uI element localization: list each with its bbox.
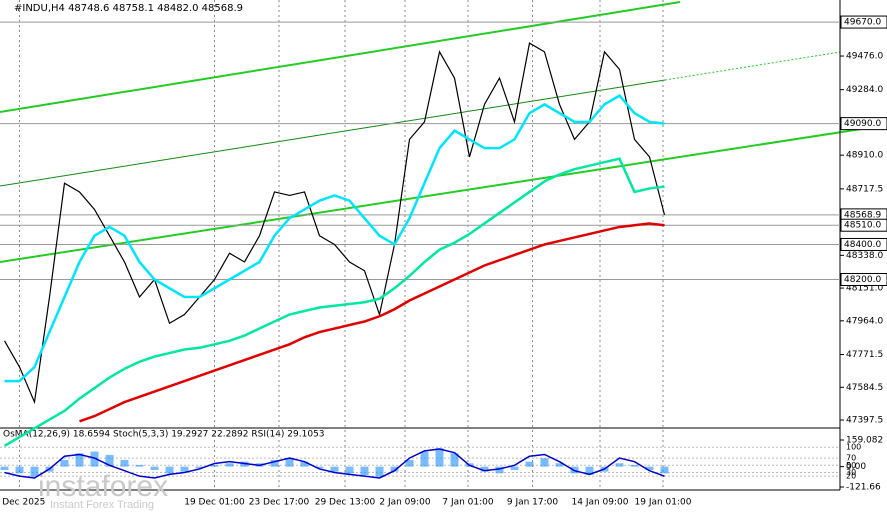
level-label: 48400.0 [844, 240, 881, 250]
x-tick-label: 29 Dec 13:00 [315, 498, 376, 508]
x-tick-label: 9 Jan 17:00 [507, 498, 559, 508]
y-tick-label: 48910.0 [846, 151, 883, 161]
osma-bar [660, 466, 669, 474]
x-tick-label: 9 Dec 2025 [0, 498, 45, 508]
osma-bar [30, 466, 39, 477]
osma-bar [345, 466, 354, 474]
osma-bar [270, 459, 279, 467]
x-tick-label: 19 Dec 01:00 [184, 498, 245, 508]
level-box [840, 218, 887, 232]
osma-bar [525, 461, 534, 467]
osma-bar [300, 461, 309, 467]
y-tick-label: 49284.0 [846, 85, 883, 95]
level-label: 49090.0 [844, 119, 881, 129]
y-tick-label: 48151.0 [846, 284, 883, 294]
osma-bar [450, 453, 459, 467]
y2-tick-label: 70 [846, 454, 856, 463]
osma-bar [390, 466, 399, 472]
y-tick-label: 47397.5 [846, 416, 883, 426]
osma-bar [195, 466, 204, 469]
series-line [79, 222, 665, 423]
x-tick-label: 7 Jan 01:00 [442, 498, 494, 508]
osma-bar [435, 448, 444, 467]
stoch-line [4, 448, 665, 479]
level-label: 48200.0 [844, 275, 881, 285]
osma-bar [75, 453, 84, 467]
x-tick-label: 2 Jan 09:00 [379, 498, 431, 508]
level-box [840, 117, 887, 131]
y-tick-label: 47584.5 [846, 383, 883, 393]
level-label: 48568.9 [844, 210, 881, 220]
y-tick-label: 48717.5 [846, 184, 883, 194]
series-line [3, 157, 665, 447]
y-tick-label: 49476.0 [846, 52, 883, 62]
osma-bar [615, 463, 624, 467]
osma-bar [495, 466, 504, 474]
osma-bar [180, 466, 189, 472]
y-tick-label: 47964.0 [846, 316, 883, 326]
series-line [4, 94, 665, 383]
y2-tick-label: 100 [846, 443, 861, 452]
osma-bar [375, 466, 384, 477]
x-tick-label: 23 Dec 17:00 [249, 498, 310, 508]
osma-bar [120, 459, 129, 467]
osma-bar [360, 466, 369, 476]
osma-bar [60, 459, 69, 467]
channel-line [0, 1, 681, 113]
channel-line [0, 79, 666, 187]
osma-bar [0, 466, 9, 470]
watermark: instaforex [38, 470, 168, 503]
level-box [840, 237, 887, 251]
osma-bar [225, 463, 234, 467]
level-box [840, 272, 887, 286]
y-tick-label: 0.00 [846, 462, 866, 472]
y2-tick-label: 20 [846, 472, 856, 481]
indicator-title: OsMA(12,26,9) 18.6594 Stoch(5,3,3) 19.29… [3, 430, 325, 440]
y-tick-label: -121.66 [846, 483, 881, 493]
series-line [3, 42, 666, 405]
chart-title: #INDU,H4 48748.6 48758.1 48482.0 48568.9 [14, 3, 243, 14]
osma-bar [90, 451, 99, 467]
osma-bar [405, 459, 414, 467]
osma-bar [15, 466, 24, 474]
osma-bar [165, 466, 174, 474]
y-tick-label: 159.082 [846, 436, 883, 446]
osma-bar [315, 466, 324, 469]
osma-bar [585, 466, 594, 476]
x-tick-label: 14 Jan 09:00 [572, 498, 629, 508]
channel-line [0, 124, 887, 263]
x-tick-label: 19 Jan 01:00 [635, 498, 692, 508]
level-box [840, 15, 887, 29]
osma-bar [210, 464, 219, 467]
level-label: 48510.0 [844, 221, 881, 231]
y-tick-label: 48338.0 [846, 251, 883, 261]
osma-bar [540, 458, 549, 467]
osma-bar [135, 464, 144, 467]
osma-bar [420, 451, 429, 467]
y-tick-label: 47771.5 [846, 350, 883, 360]
osma-bar [330, 466, 339, 472]
osma-bar [645, 466, 654, 470]
level-label: 49670.0 [844, 18, 881, 28]
osma-bar [285, 458, 294, 467]
watermark: Instant Forex Trading [50, 499, 154, 511]
osma-bar [510, 466, 519, 470]
osma-bar [555, 463, 564, 467]
channel-line [664, 51, 841, 81]
y2-tick-label: 50 [846, 461, 856, 470]
osma-bar [105, 454, 114, 467]
osma-bar [630, 464, 639, 467]
osma-bar [150, 466, 159, 470]
osma-bar [480, 466, 489, 472]
y2-tick-label: 30 [846, 468, 856, 477]
